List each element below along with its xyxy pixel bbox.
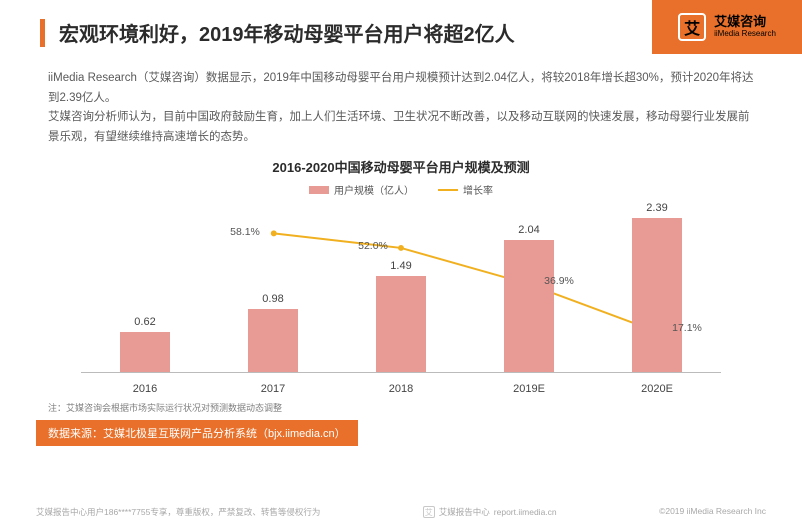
bar [248,309,298,372]
x-axis-label: 2018 [361,383,441,395]
legend-line: 增长率 [438,182,493,197]
bar [120,332,170,372]
footer-mid-text: 艾媒报告中心 [439,506,490,518]
line-value-label: 17.1% [672,322,702,334]
brand-logo-icon: 艾 [678,13,706,41]
data-source: 数据来源：艾媒北极星互联网产品分析系统（bjx.iimedia.cn） [36,420,358,446]
line-value-label: 52.0% [358,240,388,252]
line-value-label: 36.9% [544,275,574,287]
chart-plot: 0.62 0.98 1.49 2.04 2.39 58.1% 52.0% 36.9% 17.1% [81,205,721,373]
accent-bar [40,19,45,47]
chart-area: 0.62 0.98 1.49 2.04 2.39 58.1% 52.0% 36.9% 17.1%… [81,205,721,395]
body-text: iiMedia Research（艾媒咨询）数据显示，2019年中国移动母婴平台… [0,59,802,151]
swatch-line-icon [438,189,458,191]
legend-bar-label: 用户规模（亿人） [334,182,414,197]
footer: 艾媒报告中心用户186****7755专享，尊重版权，严禁复改、转售等侵权行为 … [0,506,802,518]
x-axis-label: 2016 [105,383,185,395]
brand-name-cn: 艾媒咨询 [714,15,776,29]
bar [376,276,426,372]
swatch-bar-icon [309,186,329,194]
bar-value-label: 0.62 [105,316,185,328]
brand-logo-text: 艾媒咨询 iiMedia Research [714,15,776,38]
footer-mid: 艾 艾媒报告中心 report.iimedia.cn [423,506,557,518]
legend-bar: 用户规模（亿人） [309,182,414,197]
legend-line-label: 增长率 [463,182,493,197]
x-axis-label: 2020E [617,383,697,395]
brand-logo: 艾 艾媒咨询 iiMedia Research [652,0,802,54]
bar-value-label: 2.04 [489,224,569,236]
footer-mid-url: report.iimedia.cn [494,507,557,517]
chart-legend: 用户规模（亿人） 增长率 [0,182,802,197]
bar [632,218,682,372]
bar [504,240,554,372]
chart-title: 2016-2020中国移动母婴平台用户规模及预测 [0,157,802,176]
x-axis-label: 2017 [233,383,313,395]
paragraph-2: 艾媒咨询分析师认为，目前中国政府鼓励生育，加上人们生活环境、卫生状况不断改善，以… [48,108,754,147]
page-title: 宏观环境利好，2019年移动母婴平台用户将超2亿人 [59,18,515,47]
bar-value-label: 2.39 [617,202,697,214]
footer-left: 艾媒报告中心用户186****7755专享，尊重版权，严禁复改、转售等侵权行为 [36,506,320,518]
brand-name-en: iiMedia Research [714,30,776,39]
bar-value-label: 1.49 [361,260,441,272]
x-axis-label: 2019E [489,383,569,395]
paragraph-1: iiMedia Research（艾媒咨询）数据显示，2019年中国移动母婴平台… [48,69,754,108]
footer-logo-icon: 艾 [423,506,435,518]
bar-value-label: 0.98 [233,293,313,305]
line-value-label: 58.1% [230,226,260,238]
footer-right: ©2019 iiMedia Research Inc [659,506,766,518]
header: 宏观环境利好，2019年移动母婴平台用户将超2亿人 艾 艾媒咨询 iiMedia… [0,0,802,59]
chart-footnote: 注：艾媒咨询会根据市场实际运行状况对预测数据动态调整 [0,395,802,416]
title-wrap: 宏观环境利好，2019年移动母婴平台用户将超2亿人 [40,18,515,47]
